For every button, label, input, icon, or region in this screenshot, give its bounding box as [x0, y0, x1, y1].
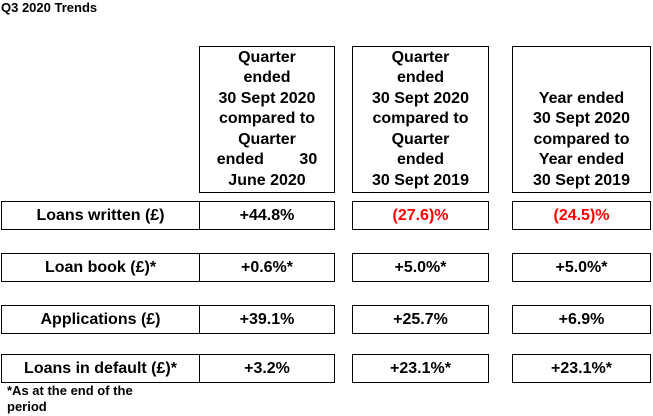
value-cell: +6.9% [512, 305, 651, 334]
header-line: ended [243, 69, 291, 86]
value-cell: +44.8% [199, 201, 335, 230]
column-header-q-vs-prior-year: Quarter ended 30 Sept 2020 compared to Q… [352, 46, 489, 193]
value-cell-negative: (27.6)% [352, 201, 489, 230]
header-line: Year ended [538, 151, 625, 168]
value-cell: +5.0%* [512, 253, 651, 282]
header-line: compared to [218, 110, 315, 127]
header-line: compared to [372, 110, 469, 127]
row-label-loan-book: Loan book (£)* [1, 253, 200, 282]
header-line: Quarter [391, 130, 450, 148]
header-line: ended [396, 151, 445, 168]
row-label-loans-in-default: Loans in default (£)* [1, 354, 200, 383]
column-header-q-vs-june: Quarter ended 30 Sept 2020 compared to Q… [199, 46, 335, 193]
row-label-applications: Applications (£) [1, 305, 200, 334]
footnote-line: *As at the end of the [7, 383, 133, 398]
header-line: Year ended [538, 89, 625, 107]
header-line: 30 Sept 2019 [372, 171, 469, 189]
header-line: 30 Sept 2019 [533, 171, 630, 189]
header-line: Quarter [238, 48, 296, 66]
header-line: 30 Sept 2020 [372, 89, 469, 107]
header-line: 30 Sept 2020 [533, 110, 630, 127]
value-cell: +23.1%* [512, 354, 651, 383]
footnote: *As at the end of the period [7, 383, 133, 415]
value-cell: +0.6%* [199, 253, 335, 282]
header-line: June 2020 [228, 171, 306, 189]
header-line: Quarter [391, 48, 450, 66]
header-line: Quarter [238, 130, 296, 148]
header-line: 30 Sept 2020 [218, 89, 316, 107]
value-cell: +39.1% [199, 305, 335, 334]
row-label-loans-written: Loans written (£) [1, 201, 200, 230]
header-line: ended [396, 69, 445, 86]
header-line: ended 30 [216, 151, 318, 168]
value-cell: +23.1%* [352, 354, 489, 383]
value-cell: +25.7% [352, 305, 489, 334]
value-cell: +5.0%* [352, 253, 489, 282]
header-line: compared to [533, 130, 630, 148]
value-cell: +3.2% [199, 354, 335, 383]
value-cell-negative: (24.5)% [512, 201, 651, 230]
page-title: Q3 2020 Trends [1, 0, 98, 15]
column-header-year-vs-year: Year ended 30 Sept 2020 compared to Year… [512, 46, 651, 193]
footnote-line: period [7, 399, 47, 414]
